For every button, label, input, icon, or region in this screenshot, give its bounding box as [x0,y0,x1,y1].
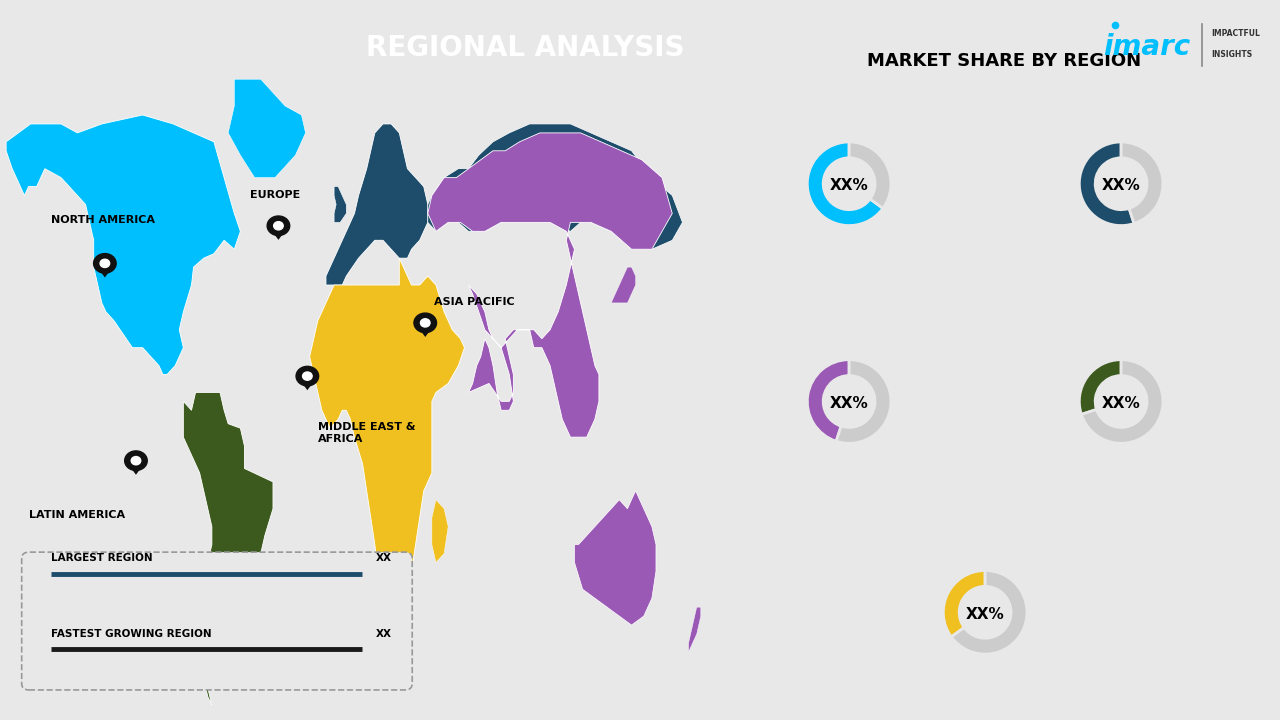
Circle shape [93,253,116,273]
Wedge shape [849,142,891,208]
Polygon shape [183,392,273,706]
Text: LARGEST REGION: LARGEST REGION [51,554,152,563]
Polygon shape [310,258,465,607]
Polygon shape [428,124,682,249]
Text: XX%: XX% [965,607,1005,622]
Circle shape [100,259,110,268]
Circle shape [296,366,319,386]
Text: XX: XX [376,629,392,639]
Circle shape [131,456,141,465]
Text: IMPACTFUL: IMPACTFUL [1211,30,1260,38]
Text: MARKET SHARE BY REGION: MARKET SHARE BY REGION [867,53,1142,71]
Wedge shape [808,360,849,441]
Circle shape [420,319,430,327]
Circle shape [124,451,147,470]
Text: XX%: XX% [1102,396,1140,411]
Text: XX: XX [376,554,392,563]
Polygon shape [95,264,115,277]
Polygon shape [611,267,636,303]
Text: ASIA PACIFIC: ASIA PACIFIC [434,297,515,307]
Circle shape [274,222,283,230]
Wedge shape [951,570,1027,654]
Text: FASTEST GROWING REGION: FASTEST GROWING REGION [51,629,211,639]
Polygon shape [268,226,289,240]
Polygon shape [326,124,428,285]
Polygon shape [125,461,146,474]
Polygon shape [6,115,241,374]
Polygon shape [415,323,435,337]
Text: LATIN AMERICA: LATIN AMERICA [29,510,125,520]
Text: NORTH AMERICA: NORTH AMERICA [51,215,155,225]
Wedge shape [808,142,883,225]
Wedge shape [1121,142,1164,223]
Text: REGIONAL ANALYSIS: REGIONAL ANALYSIS [366,34,684,61]
Polygon shape [575,491,655,625]
Polygon shape [431,500,448,562]
Wedge shape [1079,142,1134,225]
Wedge shape [1082,360,1164,444]
Text: MIDDLE EAST &
AFRICA: MIDDLE EAST & AFRICA [319,422,416,444]
Polygon shape [428,133,672,437]
Circle shape [268,216,289,235]
Circle shape [302,372,312,380]
Polygon shape [334,186,347,222]
Polygon shape [228,79,306,178]
Text: imarc: imarc [1103,33,1190,61]
Text: XX%: XX% [1102,179,1140,194]
Text: XX%: XX% [829,396,869,411]
Text: INSIGHTS: INSIGHTS [1211,50,1252,59]
FancyBboxPatch shape [22,552,412,690]
Polygon shape [297,376,317,390]
Wedge shape [943,570,986,637]
Polygon shape [689,607,700,652]
Wedge shape [836,360,891,444]
Circle shape [413,313,436,333]
Wedge shape [1079,360,1121,415]
Text: XX%: XX% [829,179,869,194]
Text: EUROPE: EUROPE [250,190,300,200]
